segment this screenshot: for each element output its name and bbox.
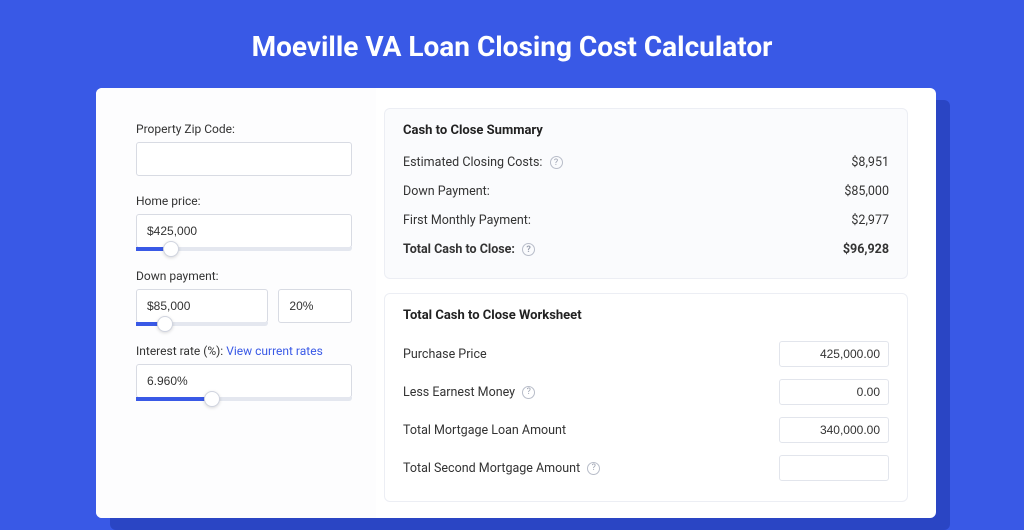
interest-input[interactable] (136, 364, 352, 398)
worksheet-title: Total Cash to Close Worksheet (403, 308, 889, 323)
down-payment-slider[interactable] (136, 322, 268, 326)
summary-box: Cash to Close Summary Estimated Closing … (384, 108, 908, 279)
summary-row-down-payment: Down Payment: $85,000 (403, 177, 889, 206)
slider-thumb[interactable] (204, 391, 220, 407)
interest-label: Interest rate (%): View current rates (136, 344, 352, 358)
summary-label: Down Payment: (403, 184, 490, 199)
summary-title: Cash to Close Summary (403, 123, 889, 138)
zip-field-group: Property Zip Code: (136, 122, 352, 176)
worksheet-value-input[interactable] (779, 417, 889, 443)
summary-row-closing-costs: Estimated Closing Costs: ? $8,951 (403, 148, 889, 177)
worksheet-row-second-mortgage: Total Second Mortgage Amount ? (403, 449, 889, 487)
worksheet-label: Total Second Mortgage Amount (403, 461, 580, 476)
slider-fill (136, 397, 212, 401)
worksheet-box: Total Cash to Close Worksheet Purchase P… (384, 293, 908, 502)
home-price-field-group: Home price: (136, 194, 352, 251)
page-title: Moeville VA Loan Closing Cost Calculator (0, 0, 1024, 87)
interest-label-text: Interest rate (%): (136, 344, 223, 358)
down-payment-pct-input[interactable] (278, 289, 352, 323)
summary-value: $8,951 (851, 155, 889, 170)
worksheet-row-purchase-price: Purchase Price (403, 335, 889, 373)
help-icon[interactable]: ? (522, 243, 535, 256)
results-column: Cash to Close Summary Estimated Closing … (376, 88, 936, 518)
interest-slider[interactable] (136, 397, 352, 401)
worksheet-row-mortgage-amount: Total Mortgage Loan Amount (403, 411, 889, 449)
slider-thumb[interactable] (157, 316, 173, 332)
worksheet-value-input[interactable] (779, 379, 889, 405)
worksheet-label: Total Mortgage Loan Amount (403, 423, 566, 438)
slider-thumb[interactable] (163, 241, 179, 257)
help-icon[interactable]: ? (587, 462, 600, 475)
help-icon[interactable]: ? (522, 386, 535, 399)
down-payment-field-group: Down payment: (136, 269, 352, 326)
summary-value: $85,000 (844, 184, 889, 199)
down-payment-amount-input[interactable] (136, 289, 268, 323)
help-icon[interactable]: ? (550, 156, 563, 169)
worksheet-row-earnest-money: Less Earnest Money ? (403, 373, 889, 411)
inputs-column: Property Zip Code: Home price: Down paym… (96, 88, 376, 518)
summary-label: First Monthly Payment: (403, 213, 531, 228)
summary-label: Estimated Closing Costs: (403, 155, 542, 170)
view-rates-link[interactable]: View current rates (226, 344, 323, 358)
down-payment-label: Down payment: (136, 269, 352, 283)
worksheet-value-input[interactable] (779, 341, 889, 367)
summary-row-total: Total Cash to Close: ? $96,928 (403, 235, 889, 264)
calculator-card: Property Zip Code: Home price: Down paym… (96, 88, 936, 518)
worksheet-label: Less Earnest Money (403, 385, 515, 400)
summary-value: $2,977 (851, 213, 889, 228)
home-price-label: Home price: (136, 194, 352, 208)
interest-field-group: Interest rate (%): View current rates (136, 344, 352, 401)
summary-total-value: $96,928 (843, 242, 889, 257)
zip-label: Property Zip Code: (136, 122, 352, 136)
summary-row-first-monthly: First Monthly Payment: $2,977 (403, 206, 889, 235)
zip-input[interactable] (136, 142, 352, 176)
home-price-slider[interactable] (136, 247, 352, 251)
worksheet-value-input[interactable] (779, 455, 889, 481)
worksheet-label: Purchase Price (403, 347, 487, 362)
summary-total-label: Total Cash to Close: (403, 242, 515, 257)
